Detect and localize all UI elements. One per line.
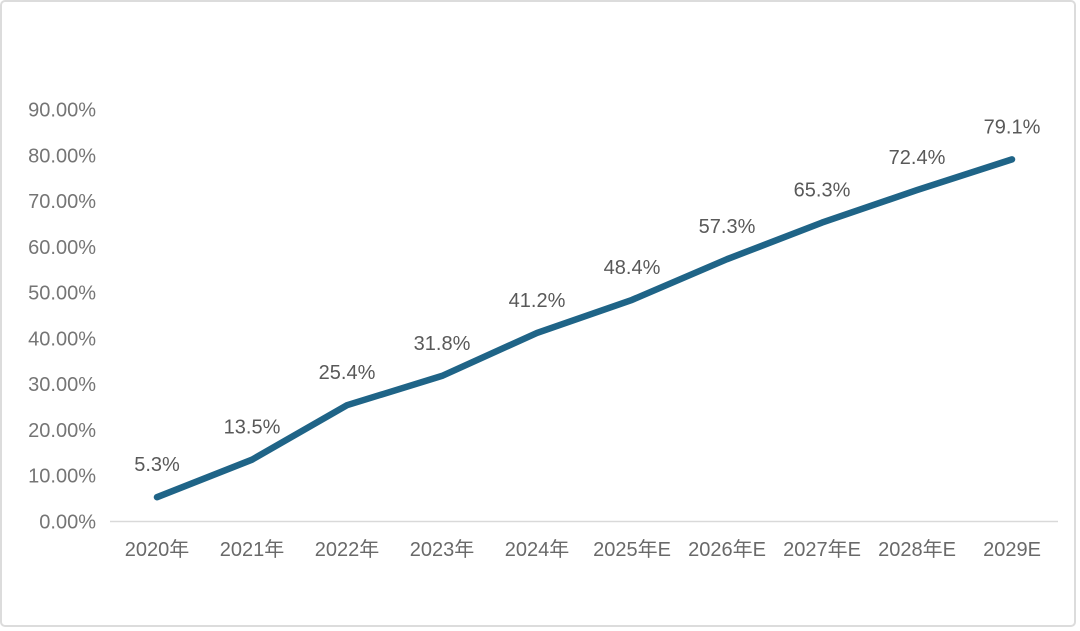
x-axis-category-label: 2026年E	[688, 538, 766, 561]
y-axis-tick-label: 90.00%	[28, 100, 96, 122]
y-axis-tick-label: 50.00%	[28, 283, 96, 305]
data-label: 65.3%	[794, 180, 851, 202]
x-axis-category-label: 2020年	[125, 538, 190, 561]
x-axis-category-label: 2022年	[315, 538, 380, 561]
data-label: 79.1%	[984, 116, 1041, 138]
data-label: 31.8%	[414, 333, 471, 355]
x-axis-category-label: 2025年E	[593, 538, 671, 561]
x-axis-category-label: 2023年	[410, 538, 475, 561]
x-axis-category-label: 2029E	[983, 539, 1041, 561]
x-axis-category-label: 2027年E	[783, 538, 861, 561]
x-axis-category-label: 2028年E	[878, 538, 956, 561]
data-label: 72.4%	[889, 147, 946, 169]
trend-line	[153, 156, 1016, 501]
data-label: 48.4%	[604, 257, 661, 279]
data-label: 41.2%	[509, 290, 566, 312]
y-axis-tick-label: 30.00%	[28, 374, 96, 396]
data-label: 5.3%	[134, 454, 180, 476]
data-label: 13.5%	[224, 417, 281, 439]
x-axis-category-label: 2024年	[505, 538, 570, 561]
y-axis-tick-label: 70.00%	[28, 191, 96, 213]
data-label: 57.3%	[699, 216, 756, 238]
y-axis-tick-label: 60.00%	[28, 237, 96, 259]
y-axis-tick-label: 0.00%	[39, 512, 96, 534]
y-axis-tick-label: 80.00%	[28, 145, 96, 167]
x-axis-category-label: 2021年	[220, 538, 285, 561]
y-axis-tick-label: 10.00%	[28, 466, 96, 488]
y-axis-tick-label: 20.00%	[28, 420, 96, 442]
data-label: 25.4%	[319, 362, 376, 384]
y-axis-tick-label: 40.00%	[28, 328, 96, 350]
